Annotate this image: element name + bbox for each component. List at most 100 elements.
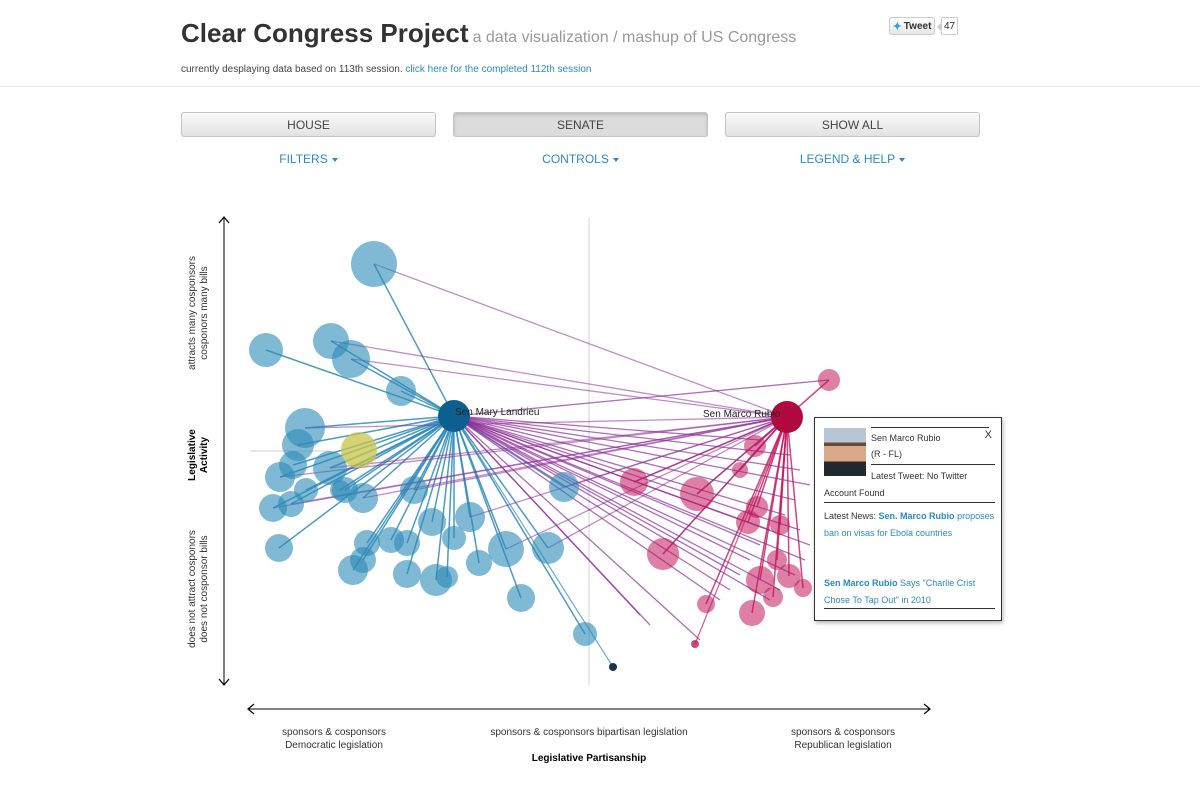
senator-node-democrat[interactable] bbox=[294, 478, 318, 502]
x-left-label-1: sponsors & cosponsors bbox=[282, 727, 386, 738]
senator-node-democrat[interactable] bbox=[436, 566, 458, 588]
senator-node-democrat[interactable] bbox=[351, 241, 397, 287]
senate-button[interactable]: SENATE bbox=[453, 112, 708, 137]
caret-down-icon bbox=[899, 157, 906, 162]
senator-node-democrat[interactable] bbox=[549, 472, 579, 502]
connection-line bbox=[304, 415, 455, 429]
page-title-text: Clear Congress Project bbox=[181, 18, 469, 48]
y-top-label-2: cosponors many bills bbox=[199, 266, 210, 359]
senator-node-democrat[interactable] bbox=[507, 584, 535, 612]
senator-node-democrat[interactable] bbox=[418, 508, 446, 536]
landrieu-label: Sen Mary Landrieu bbox=[455, 407, 540, 418]
y-top-label-1: attracts many cosponsors bbox=[187, 256, 198, 370]
senator-node-democrat[interactable] bbox=[488, 531, 524, 567]
senator-node-republican[interactable] bbox=[763, 587, 783, 607]
y-axis-title-1: Legislative bbox=[187, 429, 198, 481]
senator-node-republican[interactable] bbox=[680, 477, 714, 511]
connection-line bbox=[563, 416, 788, 488]
senator-node-democrat[interactable] bbox=[348, 483, 378, 513]
session-112-link[interactable]: click here for the completed 112th sessi… bbox=[405, 64, 592, 75]
connection-line bbox=[373, 263, 788, 418]
senator-node-democrat[interactable] bbox=[393, 560, 421, 588]
senator-node-democrat[interactable] bbox=[609, 663, 617, 671]
senator-node-democrat[interactable] bbox=[394, 530, 420, 556]
connection-line bbox=[779, 416, 788, 526]
senator-node-democrat[interactable] bbox=[249, 333, 283, 367]
tweet-label: Tweet bbox=[903, 20, 932, 32]
news-prefix: Latest News: bbox=[824, 511, 877, 521]
connection-line bbox=[453, 415, 811, 486]
senator-node-republican[interactable] bbox=[739, 600, 765, 626]
senator-node-democrat[interactable] bbox=[313, 451, 347, 485]
connection-line bbox=[453, 415, 751, 561]
senator-node-republican[interactable] bbox=[647, 538, 679, 570]
latest-tweet-prefix: Latest Tweet: No Twitter bbox=[871, 471, 968, 481]
house-button[interactable]: HOUSE bbox=[181, 112, 436, 137]
senator-node-republican[interactable] bbox=[744, 435, 766, 457]
connection-line bbox=[453, 415, 761, 441]
senator-node-democrat[interactable] bbox=[466, 550, 492, 576]
senator-node-democrat[interactable] bbox=[265, 534, 293, 562]
x-mid-label: sponsors & cosponsors bipartisan legisla… bbox=[490, 727, 687, 738]
senator-node-republican[interactable] bbox=[732, 462, 748, 478]
landrieu-node[interactable] bbox=[438, 400, 470, 432]
news-link-1[interactable]: Sen. Marco Rubio proposes ban on visas f… bbox=[824, 511, 994, 538]
connection-line bbox=[373, 263, 455, 417]
connection-line bbox=[453, 415, 721, 601]
senator-node-republican[interactable] bbox=[794, 579, 812, 597]
senator-node-democrat[interactable] bbox=[442, 526, 466, 550]
connection-line bbox=[759, 416, 788, 581]
senator-node-democrat[interactable] bbox=[455, 502, 485, 532]
filters-menu[interactable]: FILTERS bbox=[181, 152, 436, 166]
filters-label: FILTERS bbox=[279, 152, 328, 166]
senator-node-democrat[interactable] bbox=[338, 555, 368, 585]
connection-line bbox=[453, 415, 731, 591]
senator-node-republican[interactable] bbox=[697, 595, 715, 613]
senator-node-republican[interactable] bbox=[777, 564, 801, 588]
senator-name: Sen Marco Rubio bbox=[871, 433, 941, 443]
connection-line bbox=[453, 415, 796, 501]
tweet-button[interactable]: ✦ Tweet bbox=[889, 17, 935, 35]
close-icon[interactable]: X bbox=[984, 429, 992, 441]
latest-news-1: Latest News: Sen. Marco Rubio proposes b… bbox=[824, 508, 996, 542]
controls-menu[interactable]: CONTROLS bbox=[453, 152, 708, 166]
senator-node-republican[interactable] bbox=[767, 550, 787, 570]
connection-line bbox=[431, 415, 455, 523]
news-link-2[interactable]: Sen Marco Rubio Says "Charlie Crist Chos… bbox=[824, 578, 975, 605]
connection-line bbox=[453, 415, 801, 471]
senator-node-republican[interactable] bbox=[746, 566, 774, 594]
senator-node-republican[interactable] bbox=[736, 510, 760, 534]
x-right-label-2: Republican legislation bbox=[794, 740, 891, 751]
senator-node-independent[interactable] bbox=[341, 432, 377, 468]
connection-line bbox=[330, 340, 788, 418]
senator-node-republican[interactable] bbox=[770, 515, 790, 535]
site-header: Clear Congress Project a data visualizati… bbox=[0, 0, 1200, 87]
senator-node-republican[interactable] bbox=[620, 468, 648, 496]
legend-help-menu[interactable]: LEGEND & HELP bbox=[725, 152, 980, 166]
senator-nodes[interactable] bbox=[249, 241, 840, 671]
session-text: currently desplaying data based on 113th… bbox=[181, 64, 403, 75]
senator-node-democrat[interactable] bbox=[400, 476, 428, 504]
connection-line bbox=[297, 415, 455, 446]
show-all-button[interactable]: SHOW ALL bbox=[725, 112, 980, 137]
x-right-label-1: sponsors & cosponsors bbox=[791, 727, 895, 738]
connection-line bbox=[453, 415, 701, 641]
senator-node-democrat[interactable] bbox=[573, 622, 597, 646]
senator-node-republican[interactable] bbox=[691, 640, 699, 648]
senator-node-democrat[interactable] bbox=[332, 340, 370, 378]
latest-tweet-suffix: Account Found bbox=[824, 488, 885, 498]
senator-photo bbox=[824, 428, 866, 476]
connection-line bbox=[304, 416, 788, 429]
connection-line bbox=[446, 415, 455, 578]
connection-line bbox=[453, 415, 641, 616]
senator-node-democrat[interactable] bbox=[279, 451, 307, 479]
senator-node-democrat[interactable] bbox=[386, 376, 416, 406]
connection-line bbox=[390, 415, 455, 541]
connection-line bbox=[786, 416, 790, 577]
senator-node-democrat[interactable] bbox=[330, 480, 350, 500]
tweet-count: 47 bbox=[937, 17, 958, 35]
senator-node-democrat[interactable] bbox=[532, 532, 564, 564]
rubio-node[interactable] bbox=[771, 401, 803, 433]
senator-node-republican[interactable] bbox=[818, 369, 840, 391]
